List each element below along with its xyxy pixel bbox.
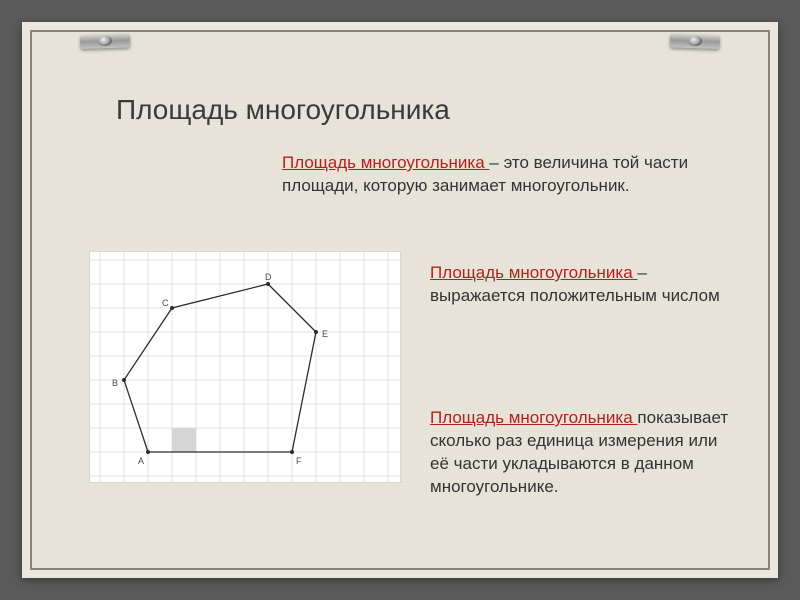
- vertex-label-a: A: [138, 456, 144, 466]
- slide-card: Площадь многоугольника Площадь многоугол…: [22, 22, 778, 578]
- slide-inner: Площадь многоугольника Площадь многоугол…: [30, 30, 770, 570]
- vertex-label-e: E: [322, 329, 328, 339]
- vertex-label-b: B: [112, 378, 118, 388]
- definition-3: Площадь многоугольника показывает скольк…: [430, 407, 740, 499]
- page-title: Площадь многоугольника: [116, 94, 450, 126]
- term-3: Площадь многоугольника: [430, 408, 637, 427]
- polygon-svg: [90, 252, 400, 482]
- clip-top-left: [80, 33, 130, 49]
- vertex-label-f: F: [296, 456, 302, 466]
- definition-2: Площадь многоугольника – выражается поло…: [430, 262, 730, 308]
- definition-1: Площадь многоугольника – это величина то…: [282, 152, 722, 198]
- term-2: Площадь многоугольника: [430, 263, 637, 282]
- term-1: Площадь многоугольника: [282, 153, 489, 172]
- vertex-label-d: D: [265, 272, 272, 282]
- polygon-figure: A B C D E F: [90, 252, 400, 482]
- vertex-label-c: C: [162, 298, 169, 308]
- clip-top-right: [670, 33, 720, 49]
